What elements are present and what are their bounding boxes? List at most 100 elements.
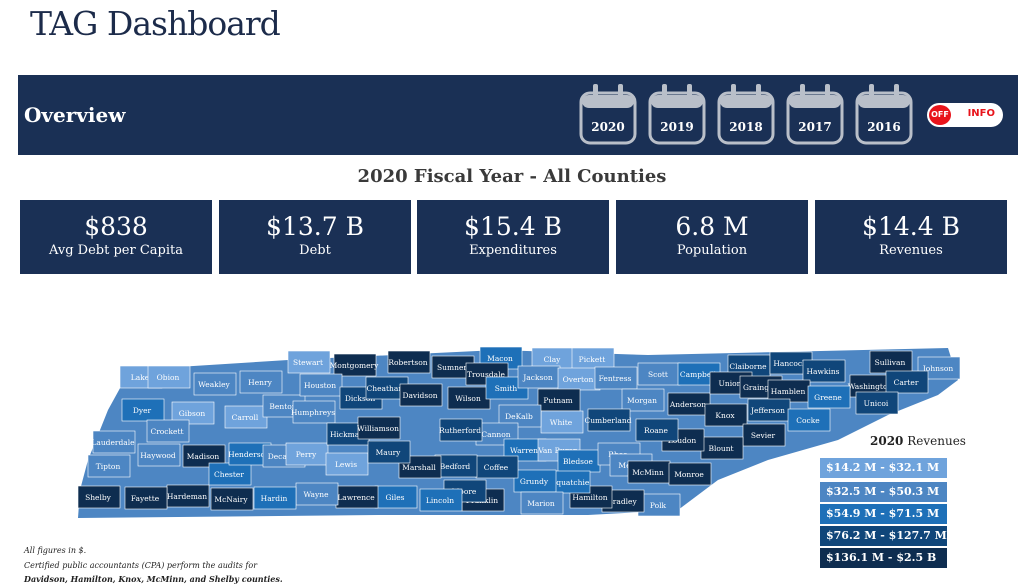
county-madison[interactable]: Madison bbox=[182, 444, 226, 468]
county-jackson[interactable]: Jackson bbox=[517, 365, 561, 389]
county-shape[interactable] bbox=[742, 423, 786, 447]
county-shape[interactable] bbox=[333, 353, 377, 377]
county-wayne[interactable]: Wayne bbox=[295, 482, 339, 506]
legend-item[interactable]: $14.2 M - $32.1 M bbox=[820, 458, 947, 478]
county-shape[interactable] bbox=[137, 443, 181, 467]
county-fayette[interactable]: Fayette bbox=[124, 486, 168, 510]
legend-item[interactable]: $136.1 M - $2.5 B bbox=[820, 548, 947, 568]
county-anderson[interactable]: Anderson bbox=[667, 392, 711, 416]
county-shape[interactable] bbox=[124, 486, 168, 510]
county-davidson[interactable]: Davidson bbox=[399, 383, 443, 407]
county-henry[interactable]: Henry bbox=[239, 370, 283, 394]
county-obion[interactable]: Obion bbox=[147, 365, 191, 389]
county-crockett[interactable]: Crockett bbox=[146, 419, 190, 443]
county-shape[interactable] bbox=[668, 462, 712, 486]
county-overton[interactable]: Overton bbox=[557, 367, 601, 391]
county-shape[interactable] bbox=[182, 444, 226, 468]
county-humphreys[interactable]: Humphreys bbox=[291, 400, 336, 424]
county-johnson[interactable]: Johnson bbox=[917, 356, 961, 380]
county-hardin[interactable]: Hardin bbox=[253, 486, 297, 510]
county-shape[interactable] bbox=[917, 356, 961, 380]
info-toggle[interactable]: OFF INFO bbox=[927, 103, 1003, 127]
county-shape[interactable] bbox=[357, 416, 401, 440]
county-shape[interactable] bbox=[253, 486, 297, 510]
county-unicoi[interactable]: Unicoi bbox=[855, 391, 899, 415]
county-fentress[interactable]: Fentress bbox=[594, 366, 638, 390]
county-shape[interactable] bbox=[239, 370, 283, 394]
county-chester[interactable]: Chester bbox=[208, 462, 252, 486]
year-2019-button[interactable]: 2019 bbox=[648, 83, 706, 145]
county-shelby[interactable]: Shelby bbox=[78, 485, 121, 509]
county-shape[interactable] bbox=[287, 350, 331, 374]
county-shape[interactable] bbox=[419, 488, 463, 512]
county-blount[interactable]: Blount bbox=[700, 436, 744, 460]
county-maury[interactable]: Maury bbox=[367, 440, 411, 464]
county-cocke[interactable]: Cocke bbox=[787, 408, 831, 432]
county-shape[interactable] bbox=[299, 373, 343, 397]
year-2020-button[interactable]: 2020 bbox=[579, 83, 637, 145]
county-hardeman[interactable]: Hardeman bbox=[166, 484, 210, 508]
county-shape[interactable] bbox=[635, 418, 679, 442]
county-shape[interactable] bbox=[87, 454, 131, 478]
county-grundy[interactable]: Grundy bbox=[513, 469, 557, 493]
county-warren[interactable]: Warren bbox=[503, 438, 547, 462]
county-shape[interactable] bbox=[594, 366, 638, 390]
county-shape[interactable] bbox=[146, 419, 190, 443]
county-giles[interactable]: Giles bbox=[374, 485, 418, 509]
county-putnam[interactable]: Putnam bbox=[537, 388, 581, 412]
county-lawrence[interactable]: Lawrence bbox=[335, 485, 379, 509]
county-shape[interactable] bbox=[367, 440, 411, 464]
county-shape[interactable] bbox=[439, 418, 483, 442]
county-marion[interactable]: Marion bbox=[520, 491, 564, 515]
legend-item[interactable]: $32.5 M - $50.3 M bbox=[820, 482, 947, 502]
legend-item[interactable]: $54.9 M - $71.5 M bbox=[820, 504, 947, 524]
county-rutherford[interactable]: Rutherford bbox=[439, 418, 483, 442]
county-mcnairy[interactable]: McNairy bbox=[210, 487, 254, 511]
county-tipton[interactable]: Tipton bbox=[87, 454, 131, 478]
county-mcminn[interactable]: McMinn bbox=[627, 460, 671, 484]
county-houston[interactable]: Houston bbox=[299, 373, 343, 397]
county-shape[interactable] bbox=[399, 383, 443, 407]
county-gibson[interactable]: Gibson bbox=[171, 401, 215, 425]
county-sevier[interactable]: Sevier bbox=[742, 423, 786, 447]
county-wilson[interactable]: Wilson bbox=[447, 386, 491, 410]
county-cumberland[interactable]: Cumberland bbox=[584, 408, 632, 432]
legend-item[interactable]: $76.2 M - $127.7 M bbox=[820, 526, 947, 546]
county-roane[interactable]: Roane bbox=[635, 418, 679, 442]
year-2018-button[interactable]: 2018 bbox=[717, 83, 775, 145]
county-shape[interactable] bbox=[171, 401, 215, 425]
county-robertson[interactable]: Robertson bbox=[387, 350, 431, 374]
county-shape[interactable] bbox=[520, 491, 564, 515]
county-perry[interactable]: Perry bbox=[285, 442, 329, 466]
county-shape[interactable] bbox=[292, 400, 336, 424]
county-hawkins[interactable]: Hawkins bbox=[802, 359, 846, 383]
county-montgomery[interactable]: Montgomery bbox=[330, 353, 379, 377]
county-shape[interactable] bbox=[855, 391, 899, 415]
county-shape[interactable] bbox=[802, 359, 846, 383]
county-shape[interactable] bbox=[92, 430, 136, 454]
county-monroe[interactable]: Monroe bbox=[668, 462, 712, 486]
county-lewis[interactable]: Lewis bbox=[325, 452, 369, 476]
county-shape[interactable] bbox=[807, 385, 851, 409]
county-shape[interactable] bbox=[704, 403, 748, 427]
county-lincoln[interactable]: Lincoln bbox=[419, 488, 463, 512]
county-shape[interactable] bbox=[787, 408, 831, 432]
county-shape[interactable] bbox=[587, 408, 631, 432]
county-shape[interactable] bbox=[193, 372, 237, 396]
county-shape[interactable] bbox=[498, 404, 542, 428]
county-shape[interactable] bbox=[210, 487, 254, 511]
county-bledsoe[interactable]: Bledsoe bbox=[557, 449, 601, 473]
tennessee-county-map[interactable]: Lake Obion Weakley Henry Stewart Montgomery Ro… bbox=[78, 340, 968, 525]
county-weakley[interactable]: Weakley bbox=[193, 372, 237, 396]
county-sullivan[interactable]: Sullivan bbox=[869, 350, 913, 374]
county-scott[interactable]: Scott bbox=[637, 362, 681, 386]
county-dekalb[interactable]: DeKalb bbox=[498, 404, 542, 428]
county-carter[interactable]: Carter bbox=[885, 370, 929, 394]
county-dyer[interactable]: Dyer bbox=[121, 398, 165, 422]
county-lauderdale[interactable]: Lauderdale bbox=[91, 430, 136, 454]
county-greene[interactable]: Greene bbox=[807, 385, 851, 409]
county-campbell[interactable]: Campbell bbox=[677, 362, 721, 386]
county-jefferson[interactable]: Jefferson bbox=[747, 398, 791, 422]
county-shape[interactable] bbox=[78, 485, 121, 509]
county-carroll[interactable]: Carroll bbox=[224, 405, 268, 429]
